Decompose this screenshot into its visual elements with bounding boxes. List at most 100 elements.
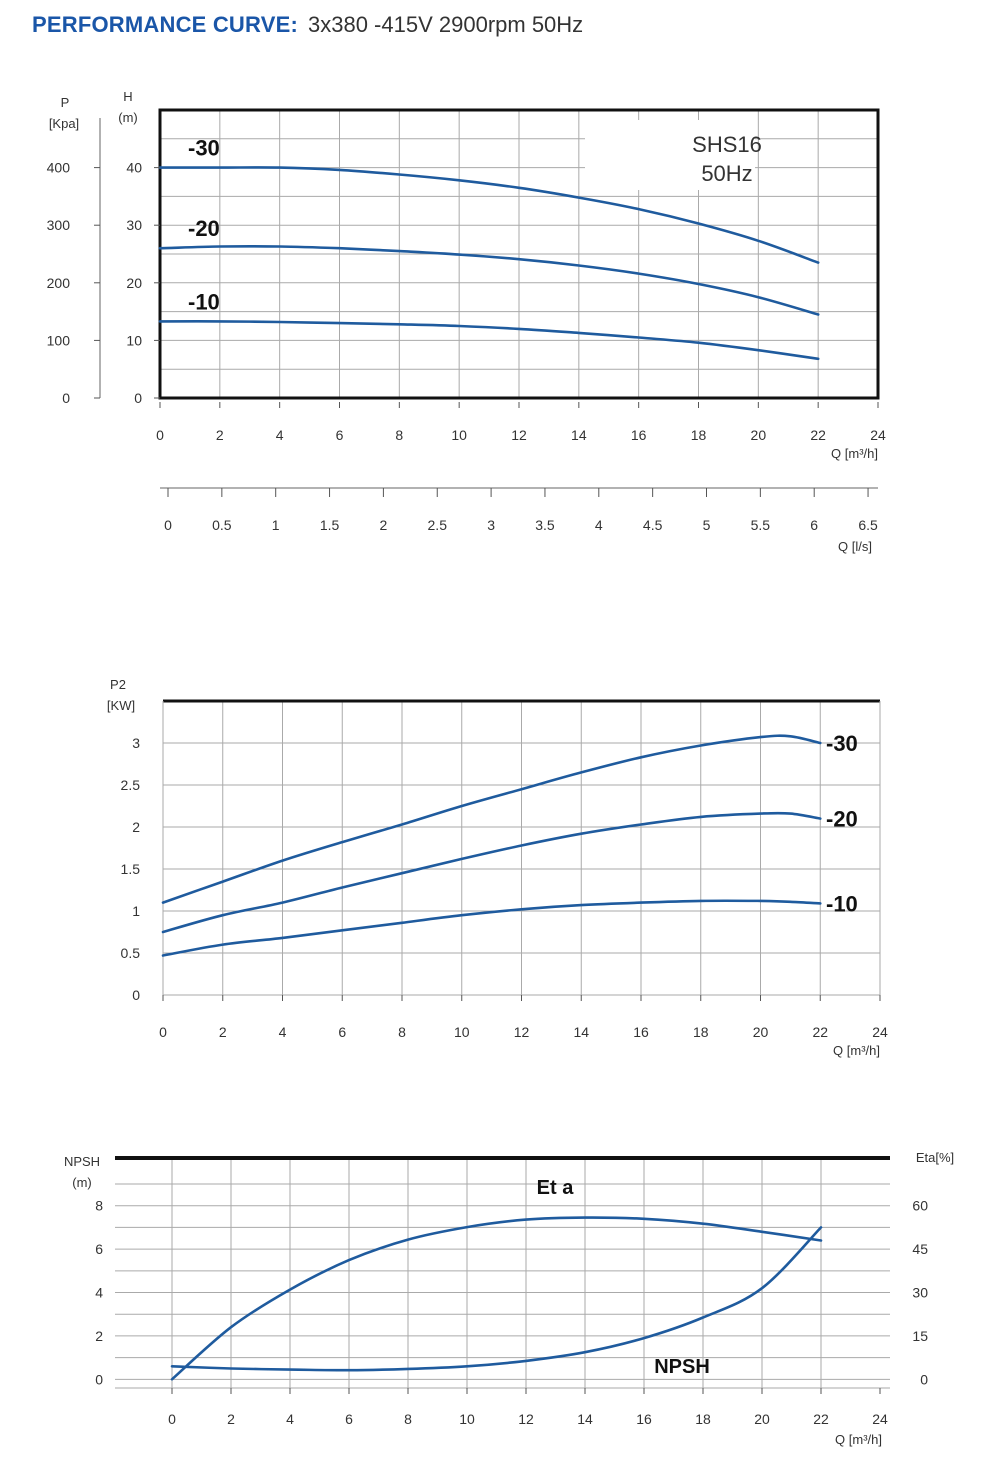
y-tick-label: 0 [134,390,142,406]
y-tick-label: 4 [95,1285,103,1301]
ls-tick-label: 2.5 [428,517,448,533]
chart-title: SHS16 [692,132,762,157]
ls-tick-label: 0.5 [212,517,232,533]
chart-subtitle: 50Hz [701,161,752,186]
x-tick-label: 18 [695,1411,711,1427]
x-tick-label: 10 [454,1024,470,1040]
y-tick-label: 8 [95,1198,103,1214]
x-tick-label: 12 [518,1411,534,1427]
ls-tick-label: 2 [380,517,388,533]
x-tick-label: 8 [395,427,403,443]
x-tick-label: 8 [398,1024,406,1040]
y-tick-label: 1.5 [121,861,141,877]
p-tick-label: 400 [47,160,71,176]
x-tick-label: 18 [691,427,707,443]
x-tick-label: 22 [813,1411,829,1427]
x-tick-label: 16 [633,1024,649,1040]
x-tick-label: 14 [577,1411,593,1427]
x-tick-label: 12 [514,1024,530,1040]
curve-label-m30: -30 [826,731,858,756]
x-tick-label: 20 [754,1411,770,1427]
curve-label-m30: -30 [188,136,220,161]
ls-tick-label: 6 [810,517,818,533]
npsh-axis-unit: (m) [72,1175,92,1190]
curve-label-m10: -10 [826,891,858,916]
p-axis-unit: [Kpa] [49,116,79,131]
x-axis-label: Q [m³/h] [835,1432,882,1447]
p-axis-label: P [61,95,70,110]
npsh-curve [170,1226,823,1372]
y-tick-label: 2 [95,1328,103,1344]
y-tick-label: 6 [95,1241,103,1257]
power-curve-m20 [161,811,822,934]
ls-tick-label: 5.5 [751,517,771,533]
eta-tick-label: 60 [912,1198,928,1214]
x-tick-label: 20 [753,1024,769,1040]
x-tick-label: 16 [631,427,647,443]
y-tick-label: 1 [132,903,140,919]
x-tick-label: 6 [338,1024,346,1040]
p-tick-label: 200 [47,275,71,291]
x-tick-label: 24 [872,1411,888,1427]
y-tick-label: 20 [126,275,142,291]
x-tick-label: 22 [810,427,826,443]
y-tick-label: 10 [126,332,142,348]
x-tick-label: 24 [872,1024,888,1040]
h-axis-label: H [123,89,132,104]
y-axis-label: P2 [110,677,126,692]
x-tick-label: 20 [751,427,767,443]
x-tick-label: 2 [219,1024,227,1040]
x-tick-label: 12 [511,427,527,443]
x-tick-label: 6 [336,427,344,443]
y-tick-label: 2.5 [121,777,141,793]
header-label: PERFORMANCE CURVE: [32,12,298,37]
ls-tick-label: 3 [487,517,495,533]
x-tick-label: 16 [636,1411,652,1427]
x-tick-label: 2 [216,427,224,443]
x-tick-label: 8 [404,1411,412,1427]
x-tick-label: 10 [459,1411,475,1427]
y-tick-label: 30 [126,217,142,233]
ls-axis-label: Q [l/s] [838,539,872,554]
curve-label-m20: -20 [188,216,220,241]
eta-tick-label: 0 [920,1371,928,1387]
npsh-curve-label: NPSH [654,1356,710,1378]
title-backdrop [585,120,755,190]
p-tick-label: 0 [62,390,70,406]
x-tick-label: 4 [279,1024,287,1040]
head-curve-m30 [158,166,820,264]
y-tick-label: 40 [126,160,142,176]
x-tick-label: 14 [573,1024,589,1040]
ls-tick-label: 6.5 [858,517,878,533]
x-tick-label: 0 [156,427,164,443]
x-tick-label: 22 [812,1024,828,1040]
x-tick-label: 4 [276,427,284,443]
p-tick-label: 300 [47,217,71,233]
eta-tick-label: 45 [912,1241,928,1257]
head-curve-m10 [158,320,820,361]
p-tick-label: 100 [47,332,71,348]
head-curve-m20 [158,244,820,316]
plot-frame [158,108,880,400]
ls-tick-label: 0 [164,517,172,533]
eta-tick-label: 30 [912,1285,928,1301]
x-tick-label: 10 [451,427,467,443]
x-axis-label: Q [m³/h] [831,446,878,461]
y-tick-label: 0.5 [121,945,141,961]
ls-tick-label: 4 [595,517,603,533]
ls-tick-label: 4.5 [643,517,663,533]
y-axis-unit: [KW] [107,698,135,713]
ls-tick-label: 3.5 [535,517,555,533]
npsh-axis-label: NPSH [64,1154,100,1169]
page-header: PERFORMANCE CURVE: 3x380 -415V 2900rpm 50… [32,12,583,38]
ls-tick-label: 5 [703,517,711,533]
eta-curve-label: Et a [537,1177,575,1199]
ls-tick-label: 1.5 [320,517,340,533]
ls-tick-label: 1 [272,517,280,533]
x-tick-label: 24 [870,427,886,443]
power-curve-m30 [161,734,822,904]
y-tick-label: 0 [132,987,140,1003]
